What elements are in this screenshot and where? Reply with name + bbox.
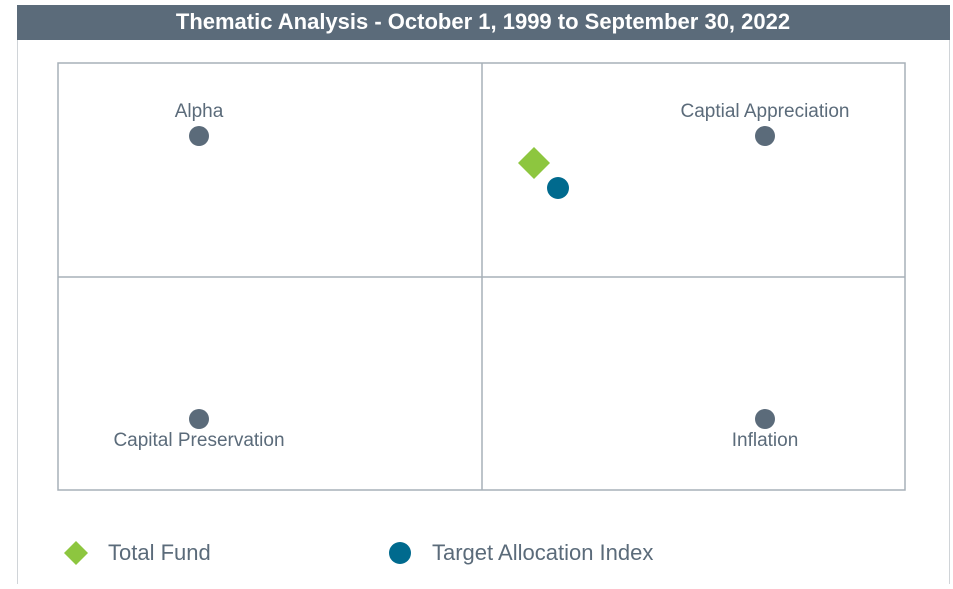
legend-label: Target Allocation Index [432, 540, 653, 565]
quadrant-label: Capital Preservation [113, 430, 284, 451]
title: Thematic Analysis - October 1, 1999 to S… [176, 9, 790, 34]
title-bar [17, 5, 950, 40]
quadrant-label: Captial Appreciation [681, 101, 850, 122]
quadrant-label: Inflation [732, 430, 799, 451]
index-marker [547, 177, 569, 199]
anchor-dot [189, 409, 209, 429]
legend-label: Total Fund [108, 540, 211, 565]
legend-marker [389, 542, 411, 564]
anchor-dot [755, 126, 775, 146]
quadrant-label: Alpha [175, 101, 224, 122]
legend-marker [64, 541, 88, 565]
frame [17, 5, 950, 589]
anchor-dot [189, 126, 209, 146]
fund-marker [518, 147, 550, 179]
anchor-dot [755, 409, 775, 429]
